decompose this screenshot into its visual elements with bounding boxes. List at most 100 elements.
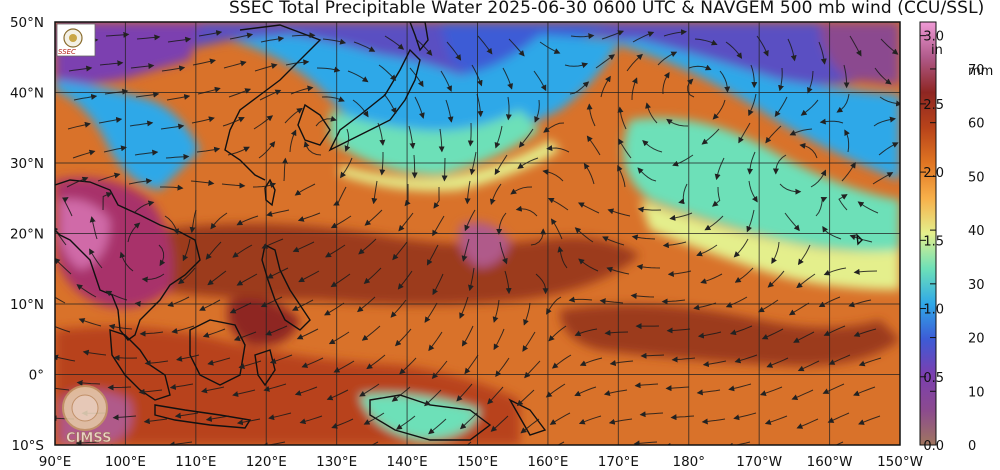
wind-streamline [746, 209, 755, 233]
wind-streamline [639, 411, 664, 418]
wind-streamline [606, 266, 630, 275]
wind-streamline [202, 328, 226, 338]
wind-streamline [609, 360, 634, 366]
wind-streamline [55, 387, 70, 391]
wind-streamline [828, 354, 851, 365]
wind-streamline [665, 385, 690, 392]
wind-streamline [160, 123, 185, 130]
wind-streamline [281, 157, 288, 182]
wind-streamline [133, 200, 155, 214]
wind-streamline [258, 141, 276, 159]
wind-streamline [161, 65, 186, 72]
wind-streamline [158, 244, 166, 267]
wind-streamline [492, 299, 500, 323]
wind-streamline [578, 258, 599, 272]
wind-streamline [734, 354, 758, 364]
wind-streamline [822, 383, 845, 394]
wind-streamline [542, 169, 564, 182]
wind-streamline [189, 209, 197, 234]
wind-streamline [499, 241, 508, 265]
wind-streamline [797, 244, 811, 266]
wind-streamline [76, 379, 101, 386]
ssec-logo: SSEC [56, 23, 96, 57]
wind-streamline [872, 172, 894, 185]
wind-streamline [729, 325, 753, 336]
wind-streamline [292, 299, 314, 311]
wind-streamline [534, 99, 540, 123]
wind-streamline [548, 325, 567, 342]
longitude-label: 90°E [39, 454, 71, 470]
wind-streamline [229, 32, 254, 40]
wind-streamline [489, 183, 502, 206]
wind-streamline [701, 128, 720, 145]
longitude-label: 100°E [105, 454, 146, 470]
wind-streamline [289, 129, 297, 153]
wind-streamline [533, 70, 547, 92]
coastline-solomon-islands [508, 398, 547, 436]
wind-streamline [517, 157, 539, 169]
wind-streamline [328, 331, 350, 345]
wind-streamline [136, 34, 161, 41]
wind-streamline [165, 153, 190, 160]
wind-streamline [322, 38, 347, 45]
wind-streamline [823, 325, 846, 336]
wind-streamline [574, 386, 597, 397]
wind-streamline [637, 167, 657, 182]
wind-streamline [764, 415, 788, 425]
wind-streamline [408, 125, 416, 150]
wind-streamline [236, 273, 258, 286]
wind-streamline [490, 415, 509, 432]
wind-streamline [493, 328, 505, 351]
wind-streamline [756, 35, 769, 57]
wind-streamline [223, 60, 247, 69]
wind-streamline [799, 142, 818, 159]
wind-streamline [518, 128, 534, 148]
wind-streamline [505, 96, 512, 121]
wind-streamline [438, 128, 445, 153]
map-panel[interactable] [46, 22, 902, 461]
wind-streamline [818, 41, 827, 65]
wind-streamline [333, 360, 355, 373]
wind-streamline [135, 91, 160, 98]
wind-streamline [796, 273, 816, 289]
wind-streamline [669, 212, 693, 221]
wind-streamline [874, 67, 892, 85]
wind-streamline [645, 102, 658, 124]
wind-streamline [397, 270, 413, 290]
wind-streamline [634, 382, 659, 389]
wind-streamline [167, 296, 190, 308]
ssec-logo-text: SSEC [58, 48, 76, 56]
wind-streamline [291, 32, 316, 39]
wind-streamline [371, 180, 378, 205]
wind-streamline [667, 270, 692, 277]
wind-streamline [712, 99, 726, 120]
latitude-label: 40°N [10, 86, 44, 102]
wind-streamline [105, 31, 130, 38]
wind-streamline [89, 216, 98, 240]
wind-streamline [394, 328, 412, 347]
wind-streamline [102, 192, 113, 211]
wind-streamline [595, 54, 616, 69]
wind-streamline [134, 300, 159, 307]
wind-streamline [201, 386, 225, 394]
wind-streamline [603, 389, 628, 396]
longitude-label: 150°E [457, 454, 498, 470]
wind-streamline [324, 302, 345, 316]
wind-streamline [266, 209, 290, 217]
wind-streamline [579, 357, 603, 366]
wind-streamline [298, 270, 320, 283]
colorbar-inch-label: 1.0 [923, 303, 944, 318]
wind-streamline [331, 418, 354, 429]
wind-streamline [788, 302, 810, 316]
wind-streamline [494, 125, 503, 149]
longitude-label: 140°E [387, 454, 428, 470]
wind-streamline [296, 328, 319, 340]
wind-streamline [236, 418, 261, 426]
wind-streamline [89, 248, 103, 269]
colorbar-mm-label: 40 [968, 224, 985, 239]
wind-streamline [361, 325, 381, 341]
wind-streamline [487, 386, 504, 405]
wind-streamline [796, 418, 819, 429]
wind-streamline [268, 412, 292, 421]
latitude-label: 10°S [12, 438, 45, 454]
